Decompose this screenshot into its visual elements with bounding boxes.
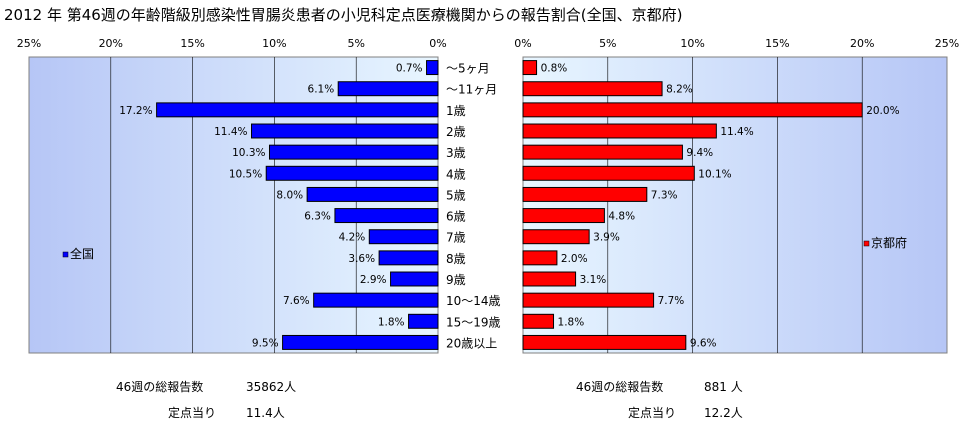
bar-national [156, 102, 439, 118]
data-label-kyoto: 9.4% [686, 147, 713, 159]
legend-swatch-national [62, 251, 69, 258]
category-label: 2歳 [446, 125, 466, 139]
chart-title: 2012 年 第46週の年齢階級別感染性胃腸炎患者の小児科定点医療機関からの報告… [4, 6, 683, 24]
kyoto-total-value: 881 人 [704, 380, 743, 394]
data-label-national: 9.5% [252, 337, 279, 349]
data-label-kyoto: 0.8% [541, 63, 568, 75]
kyoto-per-site-value: 12.2人 [704, 406, 743, 420]
data-label-kyoto: 7.7% [658, 295, 685, 307]
legend-label-kyoto: 京都府 [871, 235, 907, 250]
national-total-label: 46週の総報告数 [116, 380, 204, 394]
data-label-national: 3.6% [348, 253, 375, 265]
national-per-site-value: 11.4人 [246, 406, 285, 420]
x-tick-label-kyoto: 20% [850, 37, 874, 50]
data-label-kyoto: 1.8% [558, 316, 585, 328]
x-tick-label-kyoto: 5% [599, 37, 616, 50]
category-label: 5歳 [446, 188, 466, 202]
data-label-national: 2.9% [360, 274, 387, 286]
data-label-kyoto: 20.0% [866, 105, 899, 117]
kyoto-total-label: 46週の総報告数 [576, 380, 664, 394]
data-label-national: 6.3% [304, 211, 331, 223]
category-label: 10～14歳 [446, 294, 501, 308]
bar-national [378, 250, 439, 266]
bar-national [282, 334, 439, 350]
category-label: 6歳 [446, 210, 466, 224]
data-label-national: 1.8% [378, 316, 405, 328]
data-label-kyoto: 2.0% [561, 253, 588, 265]
bar-kyoto [522, 144, 683, 160]
bar-national [268, 144, 439, 160]
bar-national [306, 186, 439, 202]
data-label-kyoto: 7.3% [651, 189, 678, 201]
bar-kyoto [522, 102, 863, 118]
data-label-kyoto: 3.9% [593, 232, 620, 244]
legend-label-national: 全国 [70, 246, 94, 261]
category-label: 20歳以上 [446, 336, 497, 350]
plot-area-kyoto [522, 56, 948, 354]
national-per-site-label: 定点当り [168, 406, 217, 420]
bar-national [390, 271, 439, 287]
x-tick-label-kyoto: 15% [765, 37, 789, 50]
x-tick-label-national: 25% [17, 37, 41, 50]
bar-kyoto [522, 123, 717, 139]
bar-national [313, 292, 439, 308]
category-label: 9歳 [446, 273, 466, 287]
category-label: 8歳 [446, 252, 466, 266]
data-label-national: 7.6% [283, 295, 310, 307]
data-label-national: 0.7% [396, 63, 423, 75]
data-label-kyoto: 9.6% [690, 337, 717, 349]
national-total-value: 35862人 [246, 380, 297, 394]
category-label: ～11ヶ月 [446, 83, 497, 97]
data-label-kyoto: 10.1% [698, 168, 731, 180]
x-tick-label-national: 20% [99, 37, 123, 50]
bar-kyoto [522, 271, 577, 287]
data-label-national: 4.2% [339, 232, 366, 244]
bar-national [250, 123, 439, 139]
data-label-kyoto: 4.8% [608, 211, 635, 223]
x-tick-label-kyoto: 0% [514, 37, 531, 50]
data-label-national: 11.4% [214, 126, 247, 138]
bar-national [408, 313, 439, 329]
bar-kyoto [522, 81, 663, 97]
data-label-national: 8.0% [276, 189, 303, 201]
bar-national [426, 60, 439, 76]
bar-national [334, 208, 439, 224]
x-tick-label-national: 15% [180, 37, 204, 50]
category-label: 7歳 [446, 231, 466, 245]
category-label: 3歳 [446, 146, 466, 160]
data-label-national: 10.3% [232, 147, 265, 159]
bar-kyoto [522, 186, 648, 202]
legend-swatch-kyoto [863, 240, 870, 247]
category-label: ～5ヶ月 [446, 62, 490, 76]
category-label: 15～19歳 [446, 315, 501, 329]
category-label: 1歳 [446, 104, 466, 118]
x-tick-label-kyoto: 10% [680, 37, 704, 50]
bar-kyoto [522, 292, 655, 308]
data-label-kyoto: 8.2% [666, 84, 693, 96]
category-label: 4歳 [446, 167, 466, 181]
bar-national [337, 81, 439, 97]
bar-kyoto [522, 313, 555, 329]
bar-national [368, 229, 439, 245]
x-tick-label-kyoto: 25% [935, 37, 959, 50]
x-tick-label-national: 10% [262, 37, 286, 50]
kyoto-per-site-label: 定点当り [628, 406, 677, 420]
data-label-national: 6.1% [308, 84, 335, 96]
data-label-national: 10.5% [229, 168, 262, 180]
x-tick-label-national: 0% [429, 37, 446, 50]
bar-kyoto [522, 229, 590, 245]
bar-kyoto [522, 334, 687, 350]
bar-national [265, 165, 439, 181]
bar-kyoto [522, 165, 695, 181]
data-label-kyoto: 3.1% [580, 274, 607, 286]
x-tick-label-national: 5% [347, 37, 364, 50]
bar-kyoto [522, 208, 605, 224]
data-label-national: 17.2% [119, 105, 152, 117]
data-label-kyoto: 11.4% [720, 126, 753, 138]
bar-kyoto [522, 250, 558, 266]
plot-area-national [28, 56, 439, 354]
bar-kyoto [522, 60, 538, 76]
